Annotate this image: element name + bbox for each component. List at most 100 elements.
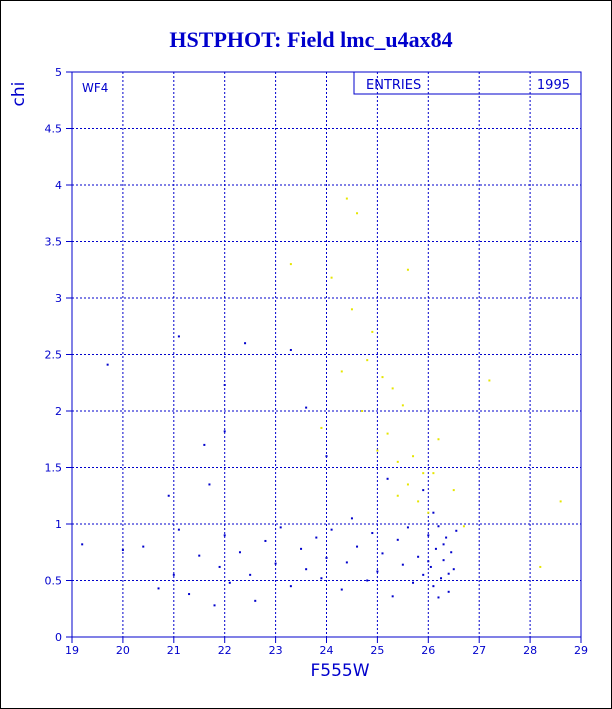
point	[427, 511, 430, 514]
point	[356, 545, 359, 548]
point	[320, 426, 323, 429]
point	[406, 268, 409, 271]
point	[539, 565, 542, 568]
y-tick-label: 0.5	[45, 575, 63, 588]
point	[462, 525, 465, 528]
stats-value: 1995	[537, 78, 570, 93]
point	[340, 370, 343, 373]
point	[396, 494, 399, 497]
y-axis-label: chi	[9, 82, 29, 107]
point	[412, 455, 415, 458]
point	[376, 449, 379, 452]
point	[381, 376, 384, 379]
y-tick-label: 2	[55, 405, 62, 418]
point	[396, 460, 399, 463]
point	[455, 529, 458, 532]
point	[315, 536, 318, 539]
point	[81, 543, 84, 546]
point	[422, 472, 425, 475]
point	[300, 547, 303, 550]
point	[417, 555, 420, 558]
point	[345, 561, 348, 564]
x-tick-label: 23	[269, 644, 283, 657]
point	[289, 585, 292, 588]
point	[218, 565, 221, 568]
point	[223, 534, 226, 537]
y-tick-label: 5	[55, 66, 62, 79]
x-tick-label: 19	[65, 644, 79, 657]
point	[350, 308, 353, 311]
point	[305, 568, 308, 571]
point	[198, 554, 201, 557]
point	[376, 570, 379, 573]
point	[429, 565, 432, 568]
point	[371, 532, 374, 535]
point	[422, 573, 425, 576]
point	[361, 410, 364, 412]
x-tick-label: 26	[421, 644, 435, 657]
x-tick-label: 28	[523, 644, 537, 657]
x-axis-label: F555W	[310, 661, 369, 681]
point	[488, 379, 491, 382]
point	[320, 577, 323, 580]
point	[391, 595, 394, 598]
point	[406, 526, 409, 529]
point	[356, 212, 359, 215]
point	[177, 335, 180, 338]
point	[427, 560, 430, 563]
point	[142, 545, 145, 548]
point	[172, 573, 175, 576]
point	[330, 528, 333, 531]
x-tick-label: 20	[116, 644, 130, 657]
stats-label: ENTRIES	[366, 78, 421, 93]
point	[391, 387, 394, 390]
point	[401, 563, 404, 566]
point	[223, 430, 226, 433]
point	[244, 342, 247, 345]
point	[223, 384, 226, 387]
plot-frame	[71, 71, 582, 638]
point	[330, 276, 333, 279]
point	[432, 585, 435, 588]
point	[325, 455, 328, 458]
point	[432, 511, 435, 514]
point	[422, 489, 425, 492]
point	[412, 581, 415, 584]
point	[440, 577, 443, 580]
y-tick-label: 1.5	[45, 462, 63, 475]
point	[559, 500, 562, 503]
x-tick-label: 25	[370, 644, 384, 657]
point	[279, 526, 282, 529]
point	[350, 517, 353, 520]
point	[249, 573, 252, 576]
point	[289, 348, 292, 351]
point	[386, 477, 389, 480]
x-tick-label: 21	[167, 644, 181, 657]
point	[188, 593, 191, 596]
point	[121, 548, 124, 551]
point	[203, 443, 206, 446]
point	[366, 359, 369, 362]
point	[437, 438, 440, 441]
point	[442, 543, 445, 546]
point	[452, 568, 455, 571]
point	[437, 525, 440, 528]
point	[289, 263, 292, 266]
point	[106, 363, 109, 366]
point	[432, 472, 435, 475]
point	[264, 539, 267, 542]
point	[452, 489, 455, 492]
y-tick-label: 3.5	[45, 236, 63, 249]
point	[254, 599, 257, 602]
x-tick-label: 22	[218, 644, 232, 657]
y-tick-label: 1	[55, 518, 62, 531]
point	[417, 500, 420, 503]
point	[157, 587, 160, 590]
point	[340, 588, 343, 591]
point	[427, 534, 430, 537]
point	[228, 581, 231, 584]
point	[406, 483, 409, 486]
y-tick-label: 4	[55, 179, 62, 192]
y-tick-label: 3	[55, 292, 62, 305]
